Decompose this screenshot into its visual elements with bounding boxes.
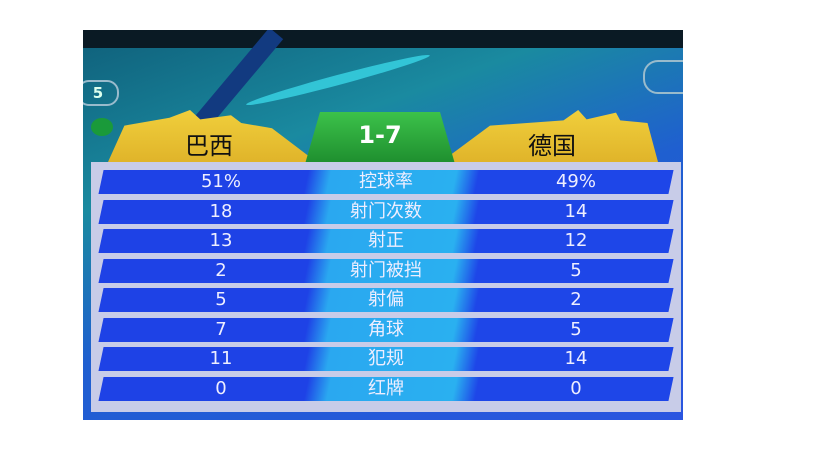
away-team: 德国 bbox=[528, 132, 576, 160]
home-team: 巴西 bbox=[185, 132, 233, 160]
away-value: 49% bbox=[555, 171, 596, 192]
away-value: 14 bbox=[564, 200, 588, 222]
stat-label: 射正 bbox=[368, 230, 404, 251]
match-score: 1-7 bbox=[305, 112, 455, 164]
away-value: 5 bbox=[570, 259, 582, 281]
stat-row: 11 犯规 14 bbox=[98, 347, 674, 371]
stat-label: 角球 bbox=[368, 318, 404, 340]
stat-label: 红牌 bbox=[368, 377, 404, 399]
stat-label: 犯规 bbox=[368, 348, 404, 369]
home-value: 0 bbox=[215, 377, 227, 399]
away-value: 14 bbox=[564, 348, 588, 369]
stats-table: 51% 控球率 49% 18 射门次数 14 13 射正 12 2 射门被挡 5 5 射偏 2 7 角球 5 11 犯… bbox=[91, 162, 681, 412]
home-value: 51% bbox=[200, 171, 241, 192]
stat-row: 7 角球 5 bbox=[98, 317, 674, 342]
home-value: 2 bbox=[215, 259, 227, 281]
brazil-flag-icon bbox=[91, 118, 113, 136]
stat-row: 51% 控球率 49% bbox=[98, 170, 674, 194]
stat-row: 18 射门次数 14 bbox=[98, 199, 674, 224]
stat-row: 2 射门被挡 5 bbox=[98, 258, 674, 283]
home-value: 11 bbox=[209, 348, 233, 369]
away-value: 12 bbox=[564, 230, 588, 251]
stat-row: 5 射偏 2 bbox=[98, 288, 674, 312]
home-value: 13 bbox=[209, 230, 233, 251]
background-swoosh bbox=[244, 50, 432, 110]
tv-photo: 5 巴西 德国 1-7 51% 控球率 49% 18 射门次数 14 13 射正 12 2 射门被挡… bbox=[83, 30, 683, 420]
stat-label: 射门被挡 bbox=[350, 259, 422, 281]
stat-label: 射偏 bbox=[368, 289, 404, 310]
home-value: 5 bbox=[215, 289, 227, 310]
stat-label: 射门次数 bbox=[350, 200, 422, 222]
left-badge: 5 bbox=[83, 80, 119, 106]
screen-bezel bbox=[83, 30, 683, 48]
stat-row: 0 红牌 0 bbox=[98, 376, 674, 401]
stat-label: 控球率 bbox=[359, 171, 413, 192]
away-value: 2 bbox=[570, 289, 582, 310]
stat-row: 13 射正 12 bbox=[98, 229, 674, 253]
away-value: 5 bbox=[570, 318, 582, 340]
right-badge bbox=[643, 60, 683, 94]
home-value: 7 bbox=[215, 318, 227, 340]
home-value: 18 bbox=[209, 200, 233, 222]
away-value: 0 bbox=[570, 377, 582, 399]
